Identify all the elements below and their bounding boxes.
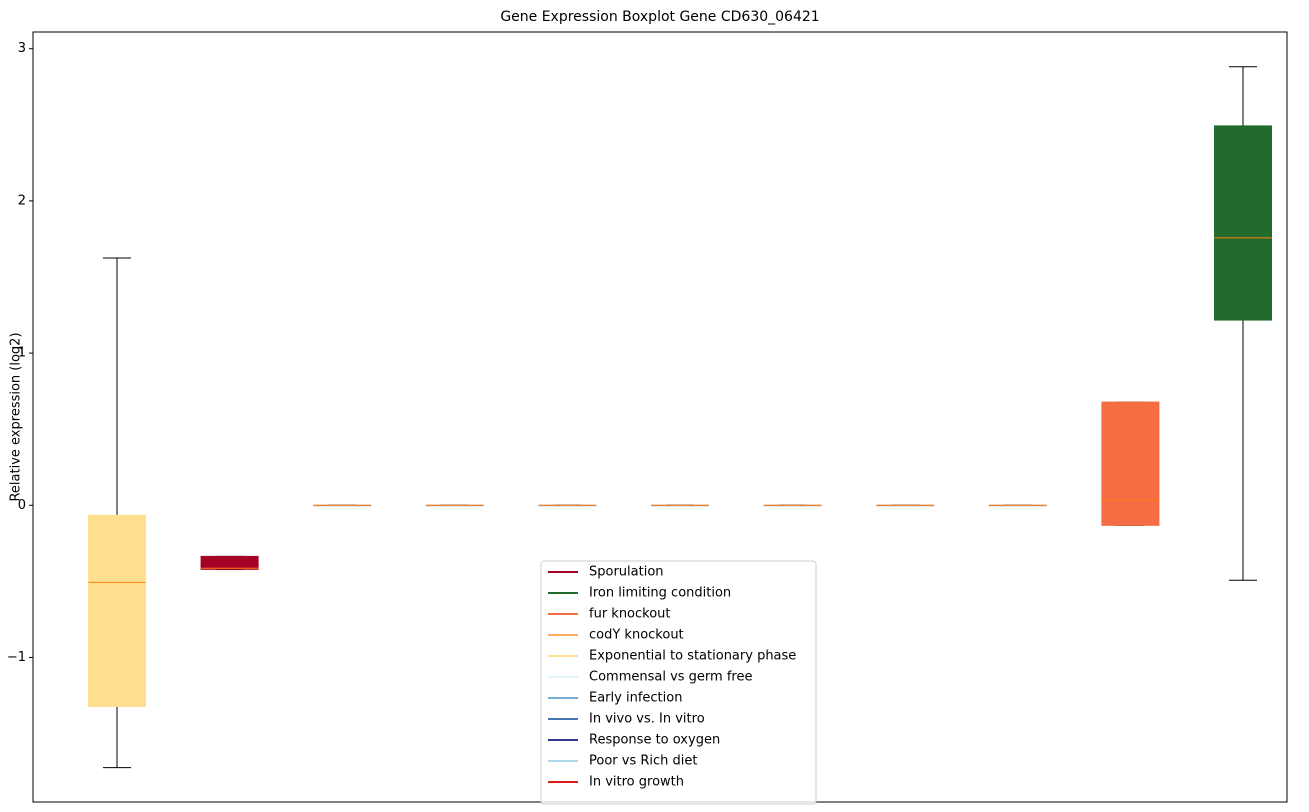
y-tick-label: 0 xyxy=(18,498,26,513)
legend-label: fur knockout xyxy=(589,607,671,622)
legend-label: Early infection xyxy=(589,691,682,706)
legend-label: Sporulation xyxy=(589,565,664,580)
y-tick-label: 3 xyxy=(18,41,26,56)
box xyxy=(88,514,146,707)
y-tick-label: −1 xyxy=(7,650,26,665)
chart-title: Gene Expression Boxplot Gene CD630_06421 xyxy=(500,9,819,25)
legend-label: Exponential to stationary phase xyxy=(589,649,796,664)
legend-label: codY knockout xyxy=(589,628,684,643)
legend-label: Poor vs Rich diet xyxy=(589,754,697,769)
legend-box xyxy=(540,560,817,805)
box xyxy=(1214,125,1272,321)
y-tick-label: 1 xyxy=(18,346,26,361)
box xyxy=(1101,401,1160,526)
box xyxy=(200,555,259,570)
legend-label: Commensal vs germ free xyxy=(589,670,752,685)
legend-label: In vitro growth xyxy=(589,775,684,790)
legend-label: Response to oxygen xyxy=(589,733,720,748)
legend-label: Iron limiting condition xyxy=(589,586,731,601)
y-tick-label: 2 xyxy=(18,193,26,208)
y-axis-label: Relative expression (log2) xyxy=(9,332,24,501)
legend-label: In vivo vs. In vitro xyxy=(589,712,705,727)
